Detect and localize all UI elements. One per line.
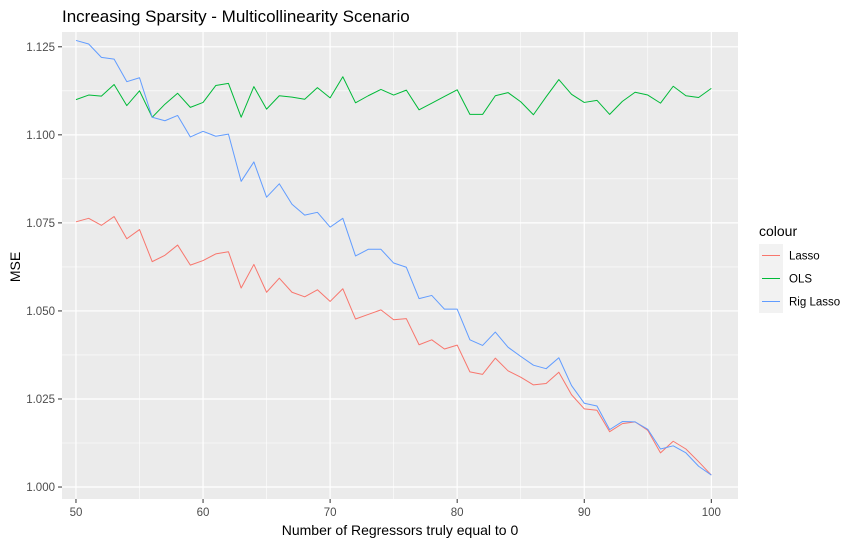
y-tick-label: 1.025: [26, 394, 55, 406]
chart-title: Increasing Sparsity - Multicollinearity …: [62, 7, 410, 26]
series-lines: [75, 39, 712, 476]
x-tick-label: 100: [702, 507, 721, 519]
series-line-ols: [75, 76, 712, 118]
x-tick-label: 60: [197, 507, 210, 519]
series-line-lasso: [75, 216, 712, 476]
x-tick-label: 90: [578, 507, 591, 519]
x-tick-label: 70: [324, 507, 337, 519]
legend: colour Lasso OLS Rig Lasso: [759, 223, 840, 313]
legend-title: colour: [759, 223, 797, 239]
x-tick-label: 50: [70, 507, 83, 519]
y-tick-label: 1.050: [26, 306, 55, 318]
series-line-rig-lasso: [75, 39, 712, 476]
y-axis: 1.000 1.025 1.050 1.075 1.100 1.125: [26, 42, 62, 494]
x-axis: 50 60 70 80 90 100: [70, 499, 721, 519]
y-tick-label: 1.000: [26, 482, 55, 494]
y-tick-label: 1.125: [26, 42, 55, 54]
y-tick-label: 1.100: [26, 130, 55, 142]
legend-label: Rig Lasso: [789, 297, 840, 309]
legend-label: OLS: [789, 274, 812, 286]
legend-label: Lasso: [789, 251, 820, 263]
y-tick-label: 1.075: [26, 218, 55, 230]
x-axis-title: Number of Regressors truly equal to 0: [282, 522, 519, 538]
y-axis-title: MSE: [7, 252, 23, 282]
grid-lines: [62, 32, 738, 499]
x-tick-label: 80: [451, 507, 464, 519]
